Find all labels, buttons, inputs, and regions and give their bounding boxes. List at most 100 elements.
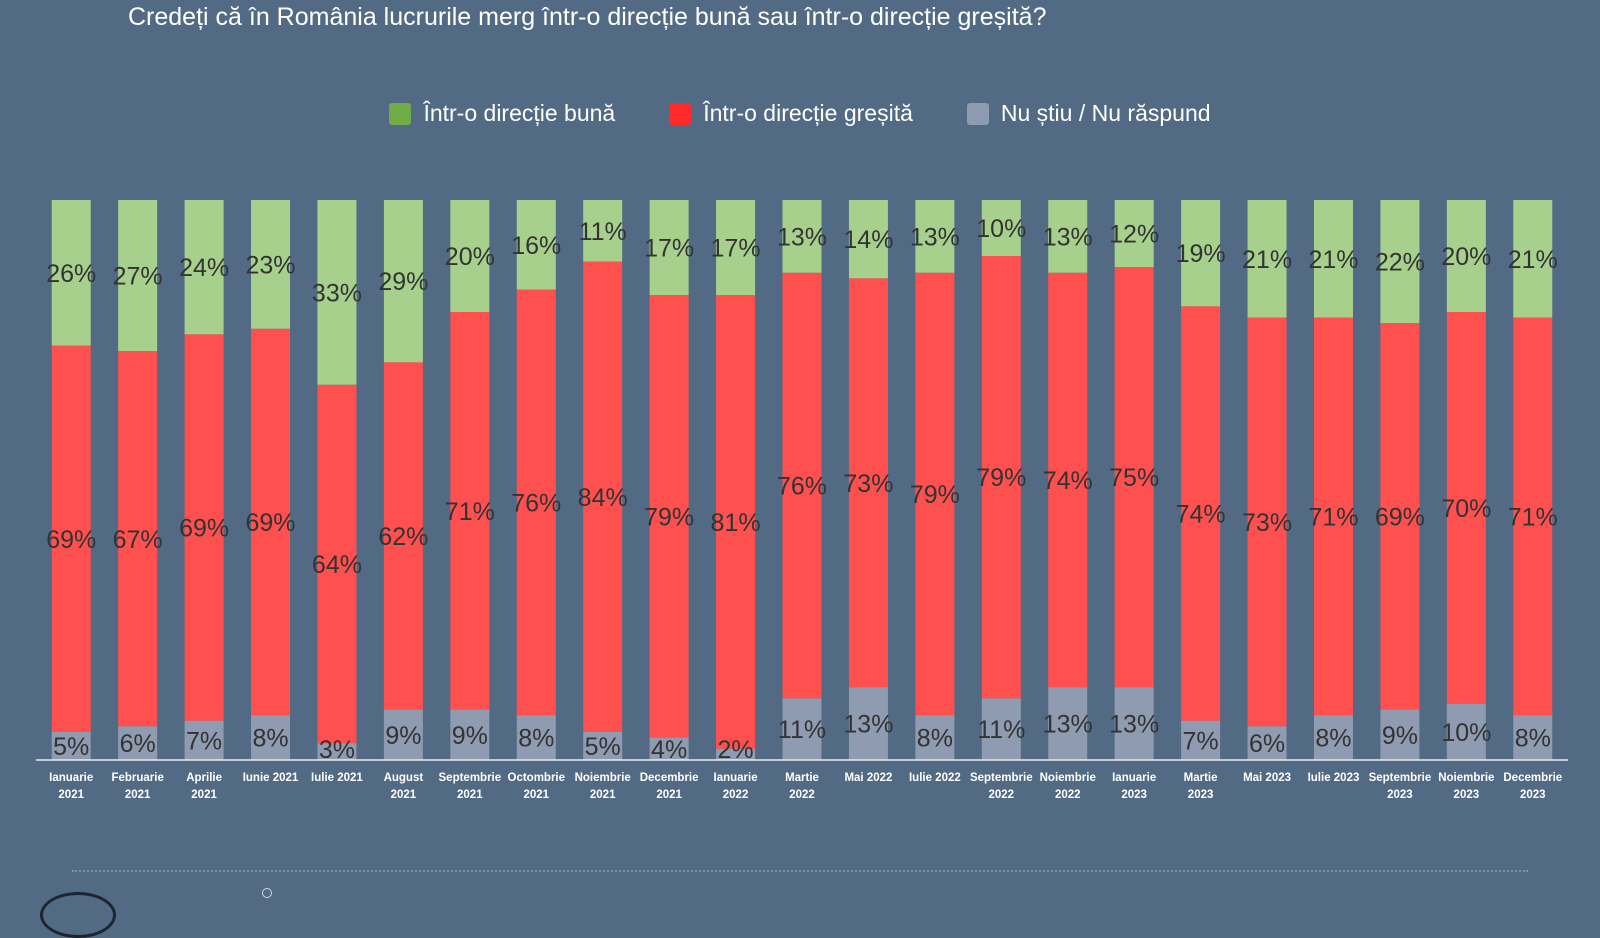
bar-unknown-2 bbox=[184, 720, 224, 760]
bar-unknown-15 bbox=[1048, 687, 1088, 760]
category-label-11-1: 2022 bbox=[789, 789, 815, 801]
category-label-14-1: 2022 bbox=[989, 789, 1015, 801]
category-label-9-0: Decembrie bbox=[640, 772, 699, 784]
bar-unknown-8 bbox=[583, 732, 623, 760]
bar-unknown-6 bbox=[450, 709, 490, 760]
legend-item-unknown[interactable]: Nu știu / Nu răspund bbox=[966, 100, 1211, 127]
label-good-0: 26% bbox=[46, 260, 96, 288]
bar-good-22 bbox=[1513, 200, 1553, 318]
category-label-18-0: Mai 2023 bbox=[1243, 772, 1291, 784]
bar-bad-13 bbox=[915, 272, 955, 716]
category-label-7-0: Octombrie bbox=[508, 772, 566, 784]
footer-divider bbox=[72, 870, 1528, 872]
category-label-2-1: 2021 bbox=[191, 789, 217, 801]
bar-good-6 bbox=[450, 200, 490, 312]
label-good-11: 13% bbox=[777, 223, 827, 251]
bar-bad-15 bbox=[1048, 272, 1088, 688]
legend-item-bad[interactable]: Într-o direcție greșită bbox=[669, 100, 913, 127]
label-unknown-17: 7% bbox=[1183, 727, 1219, 755]
label-good-4: 33% bbox=[312, 279, 362, 307]
bar-bad-8 bbox=[583, 261, 623, 732]
bar-unknown-4 bbox=[317, 743, 357, 760]
bar-good-1 bbox=[118, 200, 158, 352]
label-bad-10: 81% bbox=[711, 509, 761, 537]
category-label-6-0: Septembrie bbox=[439, 772, 502, 784]
bar-bad-0 bbox=[51, 345, 91, 732]
category-label-11-0: Martie bbox=[785, 772, 819, 784]
label-unknown-22: 8% bbox=[1515, 725, 1551, 753]
bar-bad-11 bbox=[782, 272, 822, 699]
category-label-12-0: Mai 2022 bbox=[844, 772, 892, 784]
bar-unknown-9 bbox=[649, 737, 689, 760]
bar-bad-12 bbox=[848, 278, 888, 688]
bar-good-17 bbox=[1181, 200, 1221, 307]
label-good-18: 21% bbox=[1242, 246, 1292, 274]
bar-good-21 bbox=[1446, 200, 1486, 312]
label-bad-7: 76% bbox=[511, 489, 561, 517]
bar-unknown-16 bbox=[1114, 687, 1154, 760]
bar-good-18 bbox=[1247, 200, 1287, 318]
category-label-17-1: 2023 bbox=[1188, 789, 1214, 801]
label-bad-18: 73% bbox=[1242, 509, 1292, 537]
bar-bad-17 bbox=[1181, 306, 1221, 721]
legend-label-bad: Într-o direcție greșită bbox=[703, 100, 913, 126]
bar-unknown-10 bbox=[716, 748, 756, 760]
label-good-12: 14% bbox=[843, 226, 893, 254]
label-bad-21: 70% bbox=[1441, 495, 1491, 523]
bar-good-11 bbox=[782, 200, 822, 273]
bar-good-16 bbox=[1114, 200, 1154, 268]
bar-unknown-12 bbox=[848, 687, 888, 760]
registered-mark-icon bbox=[262, 888, 272, 898]
bar-unknown-13 bbox=[915, 715, 955, 760]
category-label-21-0: Noiembrie bbox=[1438, 772, 1494, 784]
bar-good-3 bbox=[251, 200, 291, 329]
label-unknown-6: 9% bbox=[452, 722, 488, 750]
category-label-20-1: 2023 bbox=[1387, 789, 1413, 801]
label-good-16: 12% bbox=[1109, 221, 1159, 249]
bar-unknown-3 bbox=[251, 715, 291, 760]
category-label-10-1: 2022 bbox=[723, 789, 749, 801]
label-bad-19: 71% bbox=[1308, 503, 1358, 531]
bar-unknown-5 bbox=[383, 709, 423, 760]
label-unknown-12: 13% bbox=[843, 711, 893, 739]
label-unknown-2: 7% bbox=[186, 727, 222, 755]
category-label-8-1: 2021 bbox=[590, 789, 616, 801]
label-bad-8: 84% bbox=[578, 484, 628, 512]
label-bad-9: 79% bbox=[644, 503, 694, 531]
label-good-1: 27% bbox=[113, 263, 163, 291]
label-bad-17: 74% bbox=[1176, 501, 1226, 529]
label-good-9: 17% bbox=[644, 235, 694, 263]
bar-unknown-14 bbox=[981, 698, 1021, 760]
label-bad-5: 62% bbox=[378, 523, 428, 551]
label-good-15: 13% bbox=[1043, 223, 1093, 251]
category-label-5-0: August bbox=[384, 772, 424, 784]
bar-bad-22 bbox=[1513, 317, 1553, 716]
label-unknown-20: 9% bbox=[1382, 722, 1418, 750]
label-unknown-3: 8% bbox=[252, 725, 288, 753]
logo-icon bbox=[40, 892, 116, 938]
bar-good-4 bbox=[317, 200, 357, 385]
label-unknown-0: 5% bbox=[53, 733, 89, 761]
bar-unknown-19 bbox=[1313, 715, 1353, 760]
category-label-15-0: Noiembrie bbox=[1040, 772, 1096, 784]
category-label-22-1: 2023 bbox=[1520, 789, 1546, 801]
label-unknown-1: 6% bbox=[120, 730, 156, 758]
bar-bad-1 bbox=[118, 351, 158, 727]
bar-unknown-20 bbox=[1380, 709, 1420, 760]
category-label-20-0: Septembrie bbox=[1369, 772, 1432, 784]
label-good-21: 20% bbox=[1441, 243, 1491, 271]
label-bad-4: 64% bbox=[312, 551, 362, 579]
bar-good-15 bbox=[1048, 200, 1088, 273]
bar-unknown-17 bbox=[1181, 720, 1221, 760]
label-bad-15: 74% bbox=[1043, 467, 1093, 495]
chart-legend: Într-o direcție bună Într-o direcție gre… bbox=[0, 100, 1600, 127]
bar-good-5 bbox=[383, 200, 423, 363]
category-label-4-0: Iulie 2021 bbox=[311, 772, 363, 784]
stacked-bar-chart: 26% 69% 5% Ianuarie 2021 27% 67% 6% Februarie 202… bbox=[36, 200, 1568, 801]
legend-item-good[interactable]: Într-o direcție bună bbox=[389, 100, 615, 127]
bar-good-0 bbox=[51, 200, 91, 346]
bar-bad-18 bbox=[1247, 317, 1287, 727]
category-label-9-1: 2021 bbox=[656, 789, 682, 801]
bar-bad-21 bbox=[1446, 312, 1486, 704]
category-label-5-1: 2021 bbox=[391, 789, 417, 801]
